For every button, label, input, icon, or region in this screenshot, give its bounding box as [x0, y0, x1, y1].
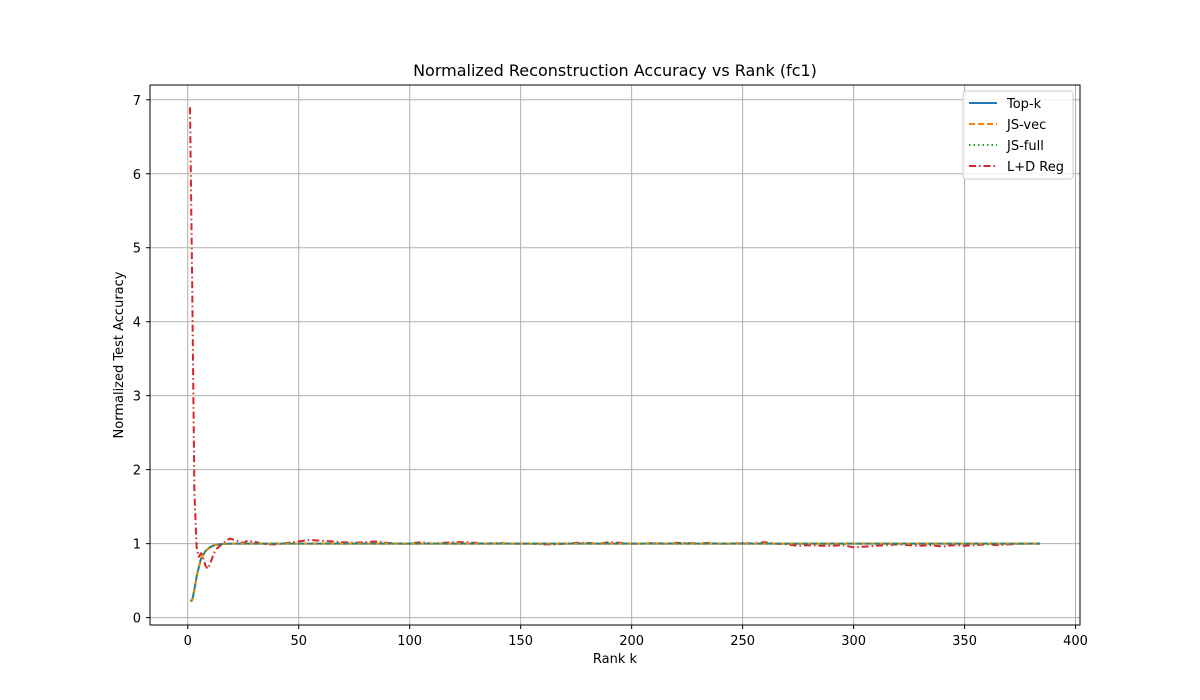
x-tick-label: 350 [952, 634, 977, 649]
legend-label: JS-full [1006, 139, 1044, 154]
x-tick-label: 50 [290, 634, 307, 649]
x-tick-label: 400 [1063, 634, 1088, 649]
y-tick-label: 4 [133, 316, 141, 331]
y-tick-label: 5 [133, 242, 141, 257]
legend-label: JS-vec [1006, 118, 1046, 133]
x-tick-label: 250 [730, 634, 755, 649]
x-tick-label: 100 [397, 634, 422, 649]
y-tick-label: 0 [133, 612, 141, 627]
y-tick-label: 1 [133, 538, 141, 553]
legend-label: L+D Reg [1007, 160, 1064, 175]
x-tick-label: 300 [841, 634, 866, 649]
x-axis-ticks: 0 50 100 150 200 250 300 350 400 [184, 625, 1088, 649]
y-axis-label: Normalized Test Accuracy [112, 271, 127, 438]
series-line-js-vec [190, 542, 1040, 602]
y-tick-label: 3 [133, 390, 141, 405]
x-tick-label: 150 [508, 634, 533, 649]
y-tick-label: 7 [133, 94, 141, 109]
y-axis-ticks: 0 1 2 3 4 5 6 7 [133, 94, 150, 627]
series-line-js-full [190, 542, 1040, 602]
x-tick-label: 200 [619, 634, 644, 649]
series-line-top-k [190, 542, 1040, 602]
chart-title: Normalized Reconstruction Accuracy vs Ra… [413, 61, 817, 80]
y-tick-label: 2 [133, 464, 141, 479]
series-line-l-d-reg [189, 107, 1040, 570]
x-axis-label: Rank k [593, 652, 638, 667]
legend: Top-k JS-vec JS-full L+D Reg [962, 90, 1074, 180]
series-layer [189, 107, 1040, 602]
y-tick-label: 6 [133, 168, 141, 183]
x-tick-label: 0 [184, 634, 192, 649]
legend-box [962, 90, 1074, 180]
legend-label: Top-k [1006, 97, 1042, 112]
plot-frame [149, 84, 1081, 626]
